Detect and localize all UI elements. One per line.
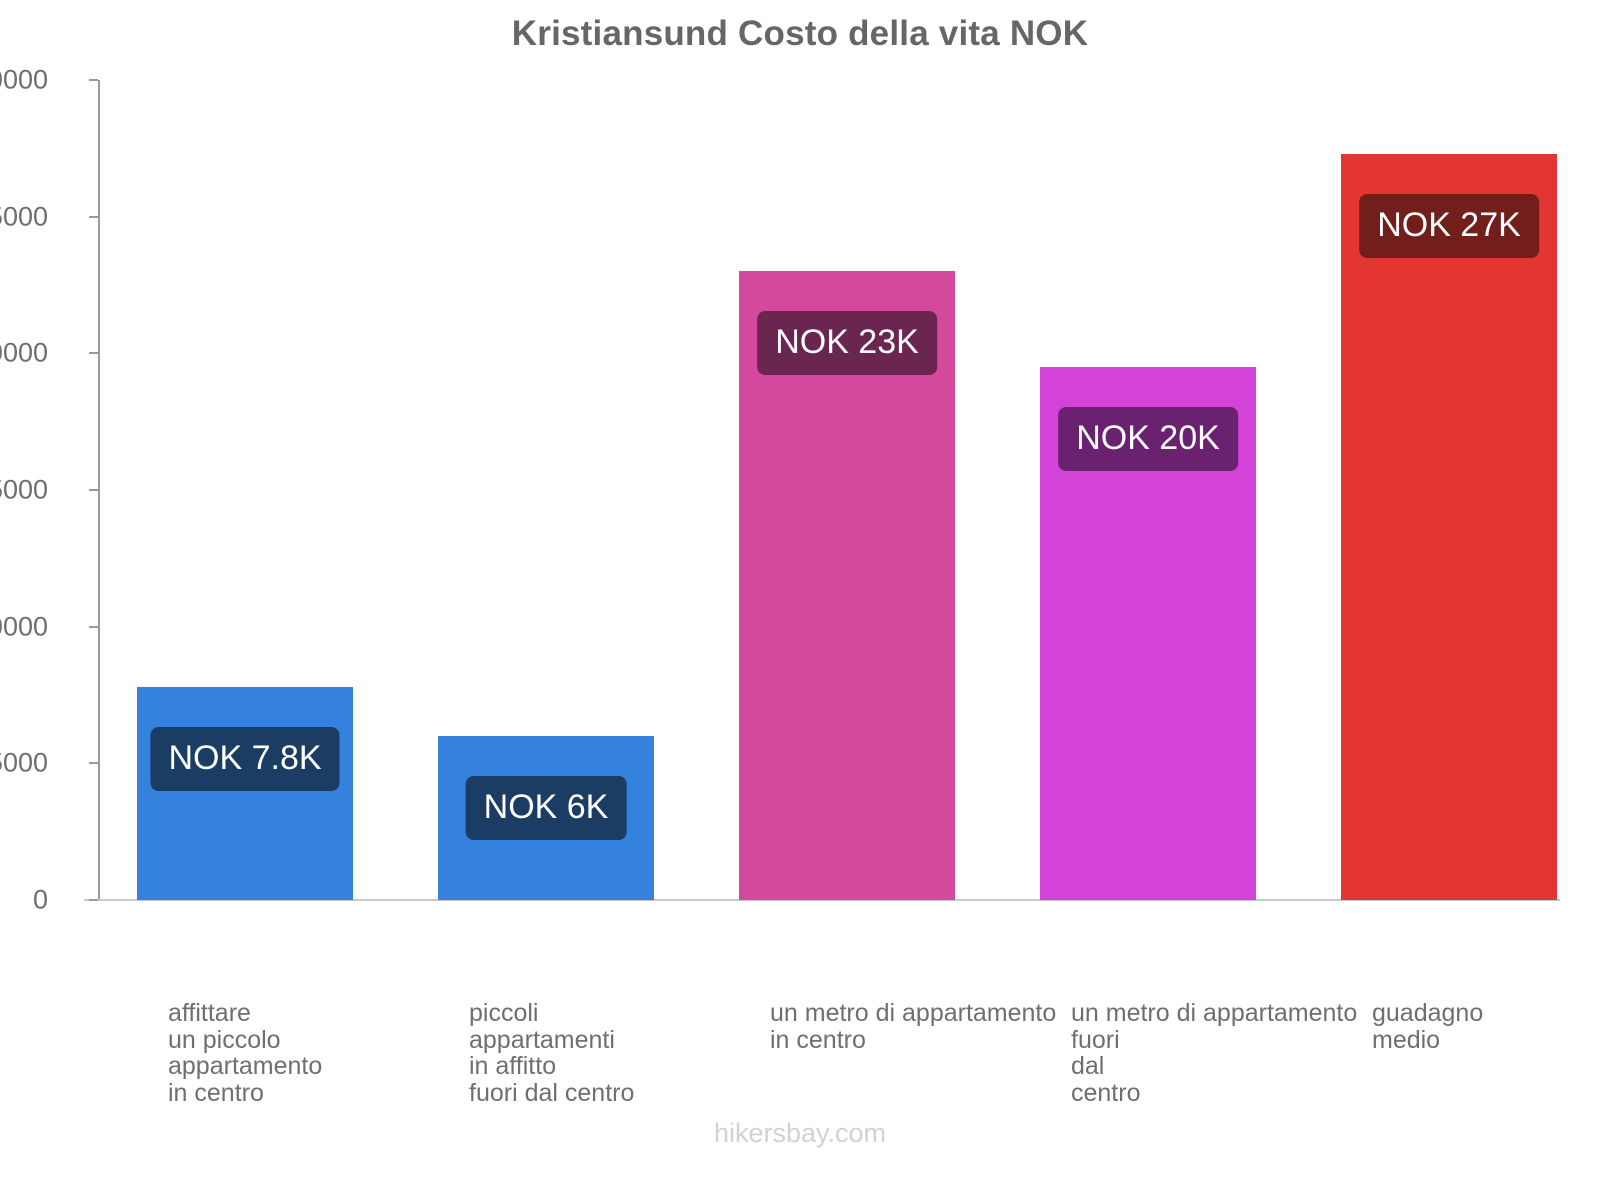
y-axis-tick-label: 30000	[0, 64, 48, 95]
y-axis-tick-label: 5000	[0, 747, 48, 778]
x-axis-category-label: piccoli appartamenti in affitto fuori da…	[469, 999, 635, 1107]
y-axis-line	[98, 80, 100, 900]
y-axis-tick-label: 0	[32, 884, 48, 915]
bar[interactable]: NOK 23K	[739, 271, 955, 900]
plot-area: 0 5000 10000 15000 20000 25000 30000 NOK 7.8K af…	[0, 65, 1560, 1106]
footer-watermark: hikersbay.com	[713, 1118, 887, 1148]
y-axis-tick-label: 25000	[0, 201, 48, 232]
x-axis-line	[84, 899, 1560, 901]
y-axis-tick-mark	[89, 352, 98, 355]
x-axis-category-label: un metro di appartamento in centro	[770, 999, 1057, 1054]
y-axis-tick-mark	[89, 625, 98, 628]
bar-value-label: NOK 6K	[465, 776, 627, 840]
chart-title: Kristiansund Costo della vita NOK	[511, 14, 1089, 53]
bar-value-label: NOK 20K	[1058, 407, 1238, 471]
y-axis-tick-label: 15000	[0, 474, 48, 505]
bar-value-label: NOK 27K	[1359, 193, 1539, 258]
x-axis-category-label: affittare un piccolo appartamento in cen…	[168, 999, 323, 1107]
x-axis-category-label: un metro di appartamento fuori dal centr…	[1071, 999, 1358, 1107]
y-axis-tick-mark	[89, 489, 98, 491]
bar-value-label: NOK 23K	[757, 311, 937, 376]
y-axis-tick-label: 20000	[0, 337, 48, 368]
bar[interactable]: NOK 6K	[438, 736, 654, 900]
y-axis-tick-mark	[89, 762, 98, 765]
bar-value-label: NOK 7.8K	[150, 726, 340, 791]
bar[interactable]: NOK 20K	[1040, 367, 1256, 900]
y-axis-tick-mark	[89, 899, 98, 901]
y-axis-tick-mark	[89, 215, 98, 218]
x-axis-category-label: guadagno medio	[1372, 999, 1484, 1054]
y-axis-tick-mark	[89, 79, 98, 81]
y-axis-tick-label: 10000	[0, 611, 48, 642]
bar[interactable]: NOK 7.8K	[137, 686, 353, 900]
bar[interactable]: NOK 27K	[1341, 153, 1557, 900]
